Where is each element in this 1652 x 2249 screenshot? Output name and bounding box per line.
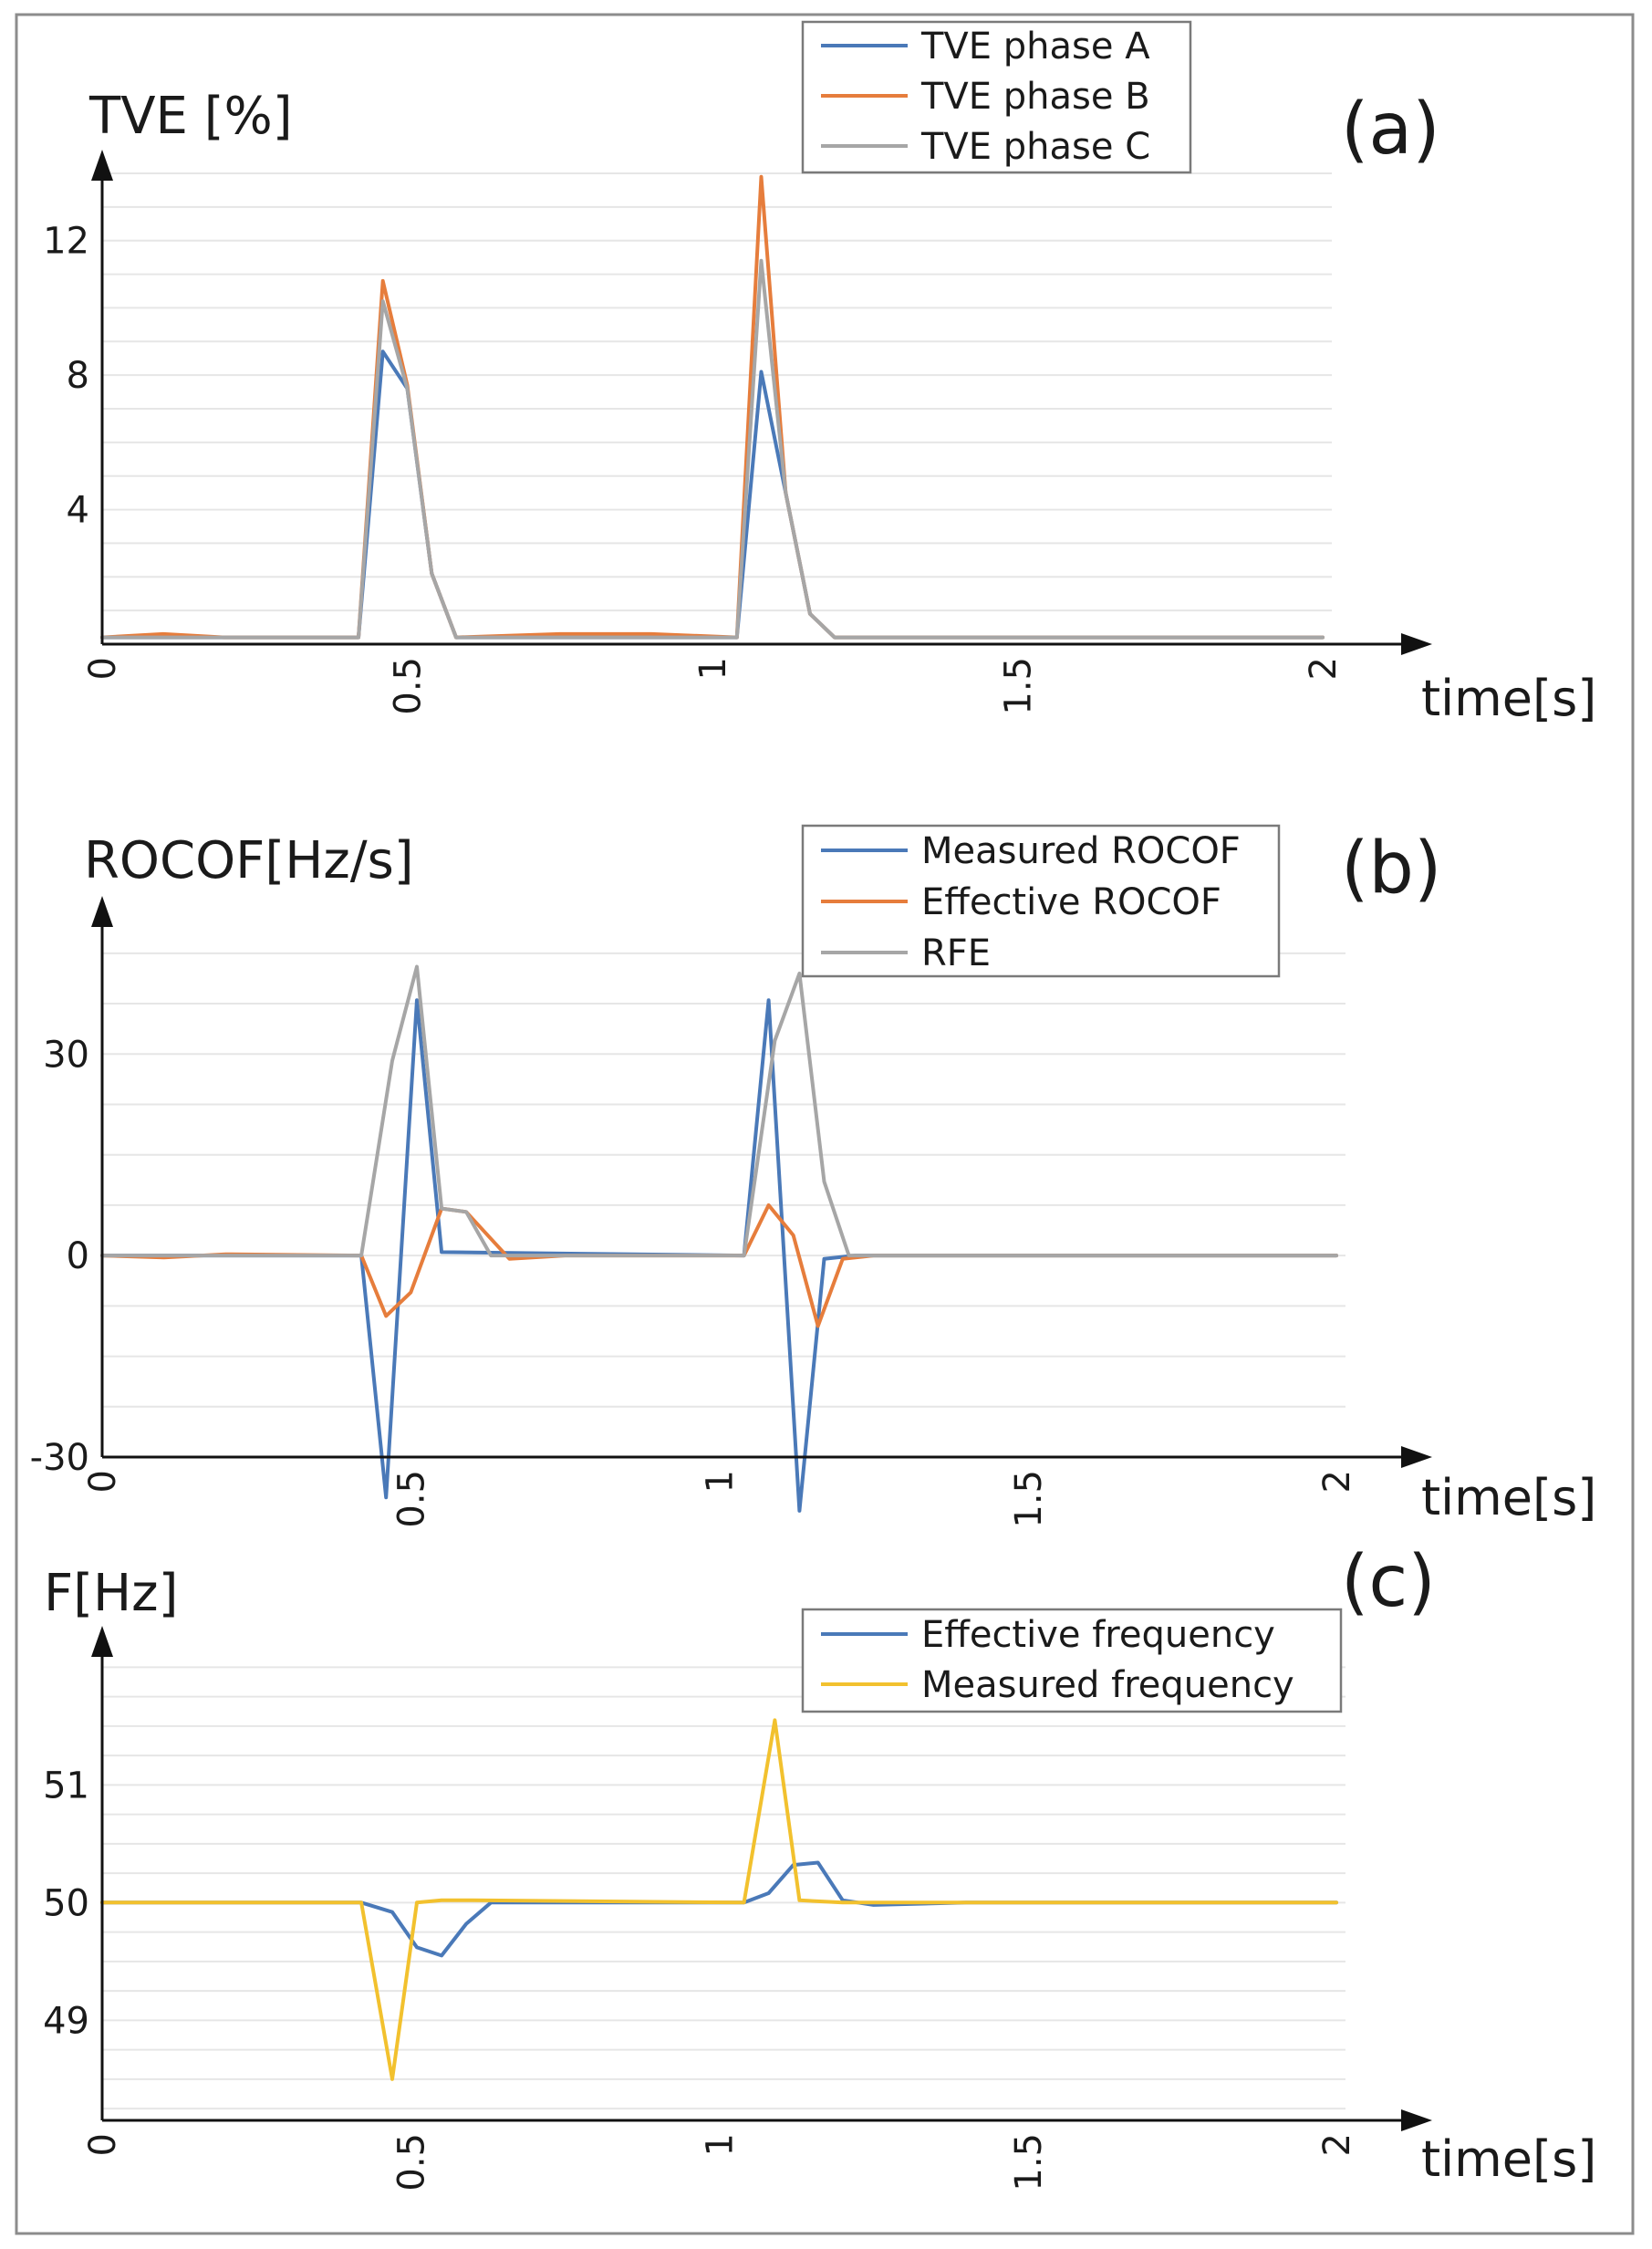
legend-label-tve-phase-a: TVE phase A <box>920 26 1150 68</box>
panel-a-x-tick-label: 1.5 <box>998 657 1040 715</box>
panel-c-x-tick-label: 0 <box>82 2133 124 2156</box>
panel-c-x-tick-label: 1 <box>700 2133 742 2156</box>
panel-a-x-ticks: 0 0.5 1 1.5 2 <box>82 657 1345 715</box>
panel-a-x-tick-label: 1 <box>692 657 734 680</box>
panel-c-x-tick-label: 0.5 <box>390 2133 432 2192</box>
panel-a-x-tick-label: 0.5 <box>388 657 430 715</box>
panel-c-x-ticks: 0 0.5 1 1.5 2 <box>82 2133 1358 2192</box>
panel-b-y-axis-label: ROCOF[Hz/s] <box>84 831 414 890</box>
legend-label-tve-phase-b: TVE phase B <box>920 76 1150 118</box>
panel-c-label: (c) <box>1341 1541 1436 1623</box>
panel-a-label: (a) <box>1341 89 1440 171</box>
panel-a-y-axis-label: TVE [%] <box>88 87 293 146</box>
panel-b-x-tick-label: 1.5 <box>1008 1470 1050 1528</box>
panel-a-y-tick-label: 8 <box>67 355 89 397</box>
panel-c: 0 0.5 1 1.5 2 49 50 51 F[Hz] time[s] (c) Effec… <box>43 1541 1596 2192</box>
panel-c-x-tick-label: 2 <box>1316 2133 1358 2156</box>
panel-b-x-axis-label: time[s] <box>1421 1469 1596 1526</box>
panel-b-x-tick-label: 1 <box>700 1470 742 1493</box>
panel-a-x-axis-arrow <box>1401 633 1432 655</box>
panel-c-y-tick-label: 49 <box>43 2000 89 2042</box>
series-line-rfe <box>100 964 1338 1258</box>
panel-b-legend: Measured ROCOF Effective ROCOF RFE <box>801 824 1281 978</box>
figure-frame <box>15 13 1635 2235</box>
panel-c-x-axis-arrow <box>1401 2109 1432 2131</box>
panel-c-y-tick-label: 51 <box>43 1765 89 1806</box>
panel-c-series-group <box>100 1718 1338 2081</box>
legend-label-rfe: RFE <box>921 932 991 974</box>
legend-label-measured-frequency: Measured frequency <box>921 1664 1294 1706</box>
panel-c-legend-box <box>801 1608 1343 1713</box>
panel-c-y-tick-label: 50 <box>43 1882 89 1924</box>
panel-b-y-tick-label: 0 <box>67 1235 89 1277</box>
panel-b-x-tick-label: 0 <box>82 1470 124 1493</box>
legend-label-tve-phase-c: TVE phase C <box>920 126 1150 168</box>
panel-a-x-tick-label: 2 <box>1303 657 1345 680</box>
legend-label-effective-frequency: Effective frequency <box>921 1614 1275 1656</box>
panel-b-y-axis-arrow <box>91 896 113 927</box>
panel-c-grid <box>102 1666 1345 2110</box>
panel-a-y-axis-arrow <box>91 150 113 181</box>
panel-c-x-axis-label: time[s] <box>1421 2130 1596 2188</box>
panel-b-series-group <box>100 964 1338 1513</box>
panel-b-label: (b) <box>1341 828 1441 910</box>
panel-a-series-group <box>100 174 1325 640</box>
panel-b-y-tick-label: 30 <box>43 1034 89 1076</box>
legend-label-measured-rocof: Measured ROCOF <box>921 830 1241 872</box>
panel-a-legend: TVE phase A TVE phase B TVE phase C <box>801 20 1192 174</box>
panel-a-y-ticks: 4 8 12 <box>43 221 89 532</box>
panel-c-x-tick-label: 1.5 <box>1008 2133 1050 2192</box>
panel-a-grid <box>102 172 1332 612</box>
panel-b-x-ticks: 0 0.5 1 1.5 2 <box>82 1470 1358 1528</box>
panel-c-y-ticks: 49 50 51 <box>43 1765 89 2042</box>
panel-b-y-ticks: -30 0 30 <box>30 1034 89 1479</box>
panel-c-y-axis-arrow <box>91 1626 113 1657</box>
panel-c-legend: Effective frequency Measured frequency <box>801 1608 1343 1713</box>
panel-b-x-axis-arrow <box>1401 1446 1432 1468</box>
series-line-tve-phase-c <box>100 258 1325 640</box>
series-line-measured-frequency <box>100 1718 1338 2081</box>
panel-a-x-axis-label: time[s] <box>1421 670 1596 727</box>
panel-a-y-tick-label: 4 <box>67 490 89 532</box>
panel-a-x-tick-label: 0 <box>82 657 124 680</box>
panel-b-y-tick-label: -30 <box>30 1437 89 1479</box>
panel-a-y-tick-label: 12 <box>43 221 89 263</box>
panel-b-grid <box>102 952 1345 1408</box>
panel-a: 0 0.5 1 1.5 2 4 8 12 TVE [%] time[s] (a) TVE p… <box>43 20 1596 727</box>
legend-label-effective-rocof: Effective ROCOF <box>921 881 1221 923</box>
panel-b-x-tick-label: 0.5 <box>390 1470 432 1528</box>
panel-b-x-tick-label: 2 <box>1316 1470 1358 1493</box>
panel-c-y-axis-label: F[Hz] <box>44 1564 178 1623</box>
